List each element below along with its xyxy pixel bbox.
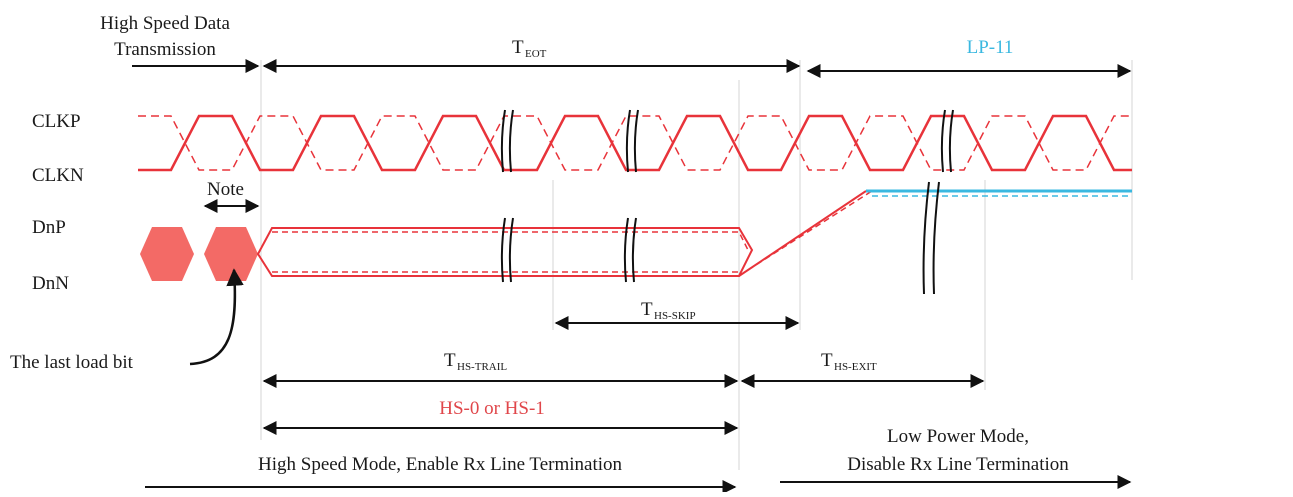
lp-mode-label-line2: Disable Rx Line Termination xyxy=(847,454,1069,475)
dnp-label: DnP xyxy=(32,217,66,238)
ths-trail-sub: HS-TRAIL xyxy=(457,361,507,373)
hs-data-label-line2: Transmission xyxy=(114,39,216,60)
data-lane-waveform xyxy=(256,189,1132,277)
lp-mode-label-line1: Low Power Mode, xyxy=(887,426,1029,447)
lp11-label: LP-11 xyxy=(967,37,1014,58)
ths-exit-label: T xyxy=(821,350,833,371)
clkn-waveform xyxy=(138,115,1132,171)
dnn-label: DnN xyxy=(32,273,69,294)
hexagon-bit-icon xyxy=(204,227,258,281)
break-mark-icon xyxy=(500,181,940,295)
guide-lines xyxy=(260,60,1133,470)
curved-arrow-icon xyxy=(189,268,244,366)
hs-mode-label: High Speed Mode, Enable Rx Line Terminat… xyxy=(258,454,622,475)
break-mark-icon xyxy=(500,109,954,173)
clkn-label: CLKN xyxy=(32,165,84,186)
t-eot-label: T xyxy=(512,37,524,58)
hs0-hs1-label: HS-0 or HS-1 xyxy=(439,398,545,419)
hs-data-label-line1: High Speed Data xyxy=(100,13,230,34)
hexagon-bit-icon xyxy=(140,227,194,281)
ths-skip-sub: HS-SKIP xyxy=(654,310,696,322)
ths-skip-label: T xyxy=(641,299,653,320)
note-label: Note xyxy=(207,179,244,200)
last-load-bit-label: The last load bit xyxy=(10,352,134,373)
ths-trail-label: T xyxy=(444,350,456,371)
ths-exit-sub: HS-EXIT xyxy=(834,361,877,373)
t-eot-sub: EOT xyxy=(525,48,547,60)
clkp-label: CLKP xyxy=(32,111,81,132)
clock-waveform-dashed xyxy=(138,115,1132,171)
